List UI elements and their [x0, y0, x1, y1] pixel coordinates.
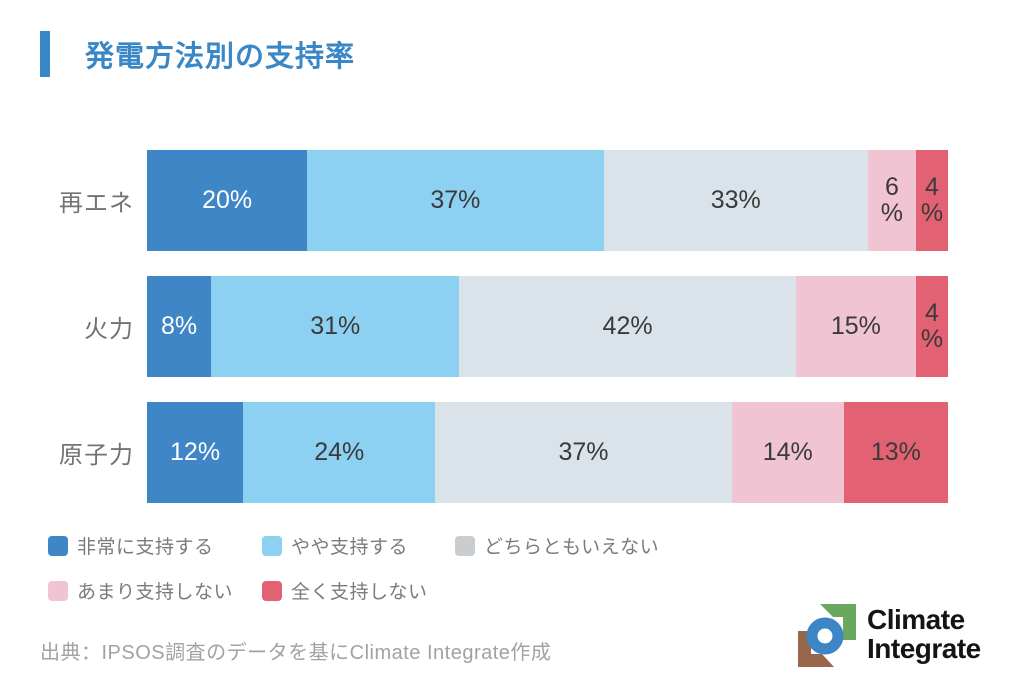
- logo-text-line2: Integrate: [867, 633, 981, 664]
- header: 発電方法別の支持率: [40, 31, 355, 77]
- bar-segment: 4 %: [915, 150, 948, 251]
- legend-label: やや支持する: [291, 537, 409, 558]
- bar-segment: 37%: [307, 150, 604, 251]
- page-title: 発電方法別の支持率: [85, 41, 356, 73]
- bar: 8% 31% 42% 15% 4 %: [147, 276, 948, 377]
- bar-segment: 15%: [795, 276, 916, 377]
- logo-blue-ring: [806, 617, 844, 655]
- stacked-bar-chart: 再エネ 20% 37% 33% 6 % 4 % 火力 8% 31% 42% 15…: [40, 150, 948, 528]
- logo-text: Climate Integrate: [867, 605, 981, 663]
- bar-segment: 12%: [147, 402, 244, 503]
- logo-mark-icon: [798, 604, 856, 667]
- logo-green-bracket: [820, 604, 856, 640]
- bar-segment: 33%: [603, 150, 868, 251]
- bar: 12% 24% 37% 14% 13%: [147, 402, 948, 503]
- chart-row: 火力 8% 31% 42% 15% 4 %: [40, 276, 948, 377]
- legend-item: やや支持する: [262, 532, 455, 559]
- chart-row: 原子力 12% 24% 37% 14% 13%: [40, 402, 948, 503]
- legend-label: あまり支持しない: [77, 582, 234, 603]
- bar-segment: 42%: [459, 276, 796, 377]
- legend-row: あまり支持しない 全く支持しない: [48, 577, 659, 604]
- legend-item: 非常に支持する: [48, 532, 262, 559]
- legend-item: 全く支持しない: [262, 577, 455, 604]
- source-text: 出典：IPSOS調査のデータを基にClimate Integrate作成: [40, 642, 552, 664]
- bar: 20% 37% 33% 6 % 4 %: [147, 150, 948, 251]
- legend-swatch: [262, 535, 282, 556]
- climate-integrate-logo: Climate Integrate: [793, 598, 981, 670]
- bar-segment: 37%: [435, 402, 732, 503]
- legend-label: 全く支持しない: [291, 582, 428, 603]
- chart-row: 再エネ 20% 37% 33% 6 % 4 %: [40, 150, 948, 251]
- bar-segment: 4 %: [915, 276, 948, 377]
- logo-text-line1: Climate: [867, 604, 965, 635]
- row-label: 原子力: [59, 442, 134, 469]
- row-label: 再エネ: [59, 190, 134, 217]
- legend-swatch: [262, 580, 282, 601]
- bar-segment: 31%: [211, 276, 460, 377]
- legend-row: 非常に支持する やや支持する どちらともいえない: [48, 532, 659, 559]
- title-accent-bar: [40, 31, 50, 77]
- legend: 非常に支持する やや支持する どちらともいえない あまり支持しない 全く支持しな…: [48, 532, 659, 622]
- legend-swatch: [48, 535, 68, 556]
- bar-segment: 8%: [147, 276, 212, 377]
- legend-item: どちらともいえない: [455, 532, 659, 559]
- bar-segment: 14%: [731, 402, 844, 503]
- legend-label: どちらともいえない: [484, 537, 660, 558]
- bar-segment: 20%: [147, 150, 308, 251]
- bar-segment: 6 %: [867, 150, 916, 251]
- legend-swatch: [48, 580, 68, 601]
- row-label: 火力: [84, 316, 134, 343]
- legend-item: あまり支持しない: [48, 577, 262, 604]
- legend-label: 非常に支持する: [77, 537, 214, 558]
- bar-segment: 13%: [843, 402, 948, 503]
- legend-swatch: [455, 535, 475, 556]
- bar-segment: 24%: [243, 402, 436, 503]
